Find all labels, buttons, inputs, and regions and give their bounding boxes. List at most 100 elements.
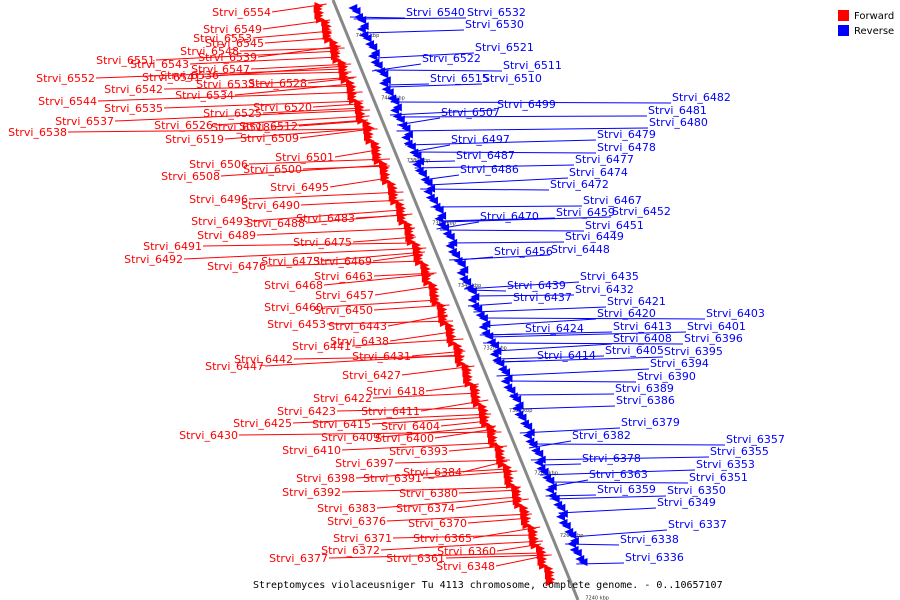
gene-label-strvi-6536[interactable]: Strvi_6536 bbox=[160, 69, 219, 82]
gene-label-strvi-6442[interactable]: Strvi_6442 bbox=[234, 353, 293, 366]
gene-label-strvi-6549[interactable]: Strvi_6549 bbox=[203, 23, 262, 36]
gene-label-strvi-6474[interactable]: Strvi_6474 bbox=[569, 166, 628, 179]
gene-label-strvi-6350[interactable]: Strvi_6350 bbox=[667, 484, 726, 497]
gene-label-strvi-6468[interactable]: Strvi_6468 bbox=[264, 279, 323, 292]
gene-label-strvi-6497[interactable]: Strvi_6497 bbox=[451, 133, 510, 146]
gene-label-strvi-6540[interactable]: Strvi_6540 bbox=[406, 6, 465, 19]
gene-label-strvi-6450[interactable]: Strvi_6450 bbox=[314, 304, 373, 317]
gene-label-strvi-6533[interactable]: Strvi_6533 bbox=[196, 78, 255, 91]
gene-label-strvi-6401[interactable]: Strvi_6401 bbox=[687, 320, 746, 333]
gene-label-strvi-6449[interactable]: Strvi_6449 bbox=[565, 230, 624, 243]
gene-label-strvi-6532[interactable]: Strvi_6532 bbox=[467, 6, 526, 19]
gene-label-strvi-6470[interactable]: Strvi_6470 bbox=[480, 210, 539, 223]
gene-label-strvi-6363[interactable]: Strvi_6363 bbox=[589, 468, 648, 481]
gene-label-strvi-6493[interactable]: Strvi_6493 bbox=[191, 215, 250, 228]
gene-label-strvi-6489[interactable]: Strvi_6489 bbox=[197, 229, 256, 242]
gene-label-strvi-6499[interactable]: Strvi_6499 bbox=[497, 98, 556, 111]
gene-label-strvi-6538[interactable]: Strvi_6538 bbox=[8, 126, 67, 139]
gene-label-strvi-6360[interactable]: Strvi_6360 bbox=[437, 545, 496, 558]
gene-label-strvi-6384[interactable]: Strvi_6384 bbox=[403, 466, 462, 479]
gene-label-strvi-6553[interactable]: Strvi_6553 bbox=[193, 32, 252, 45]
gene-label-strvi-6409[interactable]: Strvi_6409 bbox=[321, 431, 380, 444]
gene-label-strvi-6418[interactable]: Strvi_6418 bbox=[366, 385, 425, 398]
gene-label-strvi-6371[interactable]: Strvi_6371 bbox=[333, 532, 392, 545]
gene-label-strvi-6535[interactable]: Strvi_6535 bbox=[104, 102, 163, 115]
gene-label-strvi-6420[interactable]: Strvi_6420 bbox=[597, 307, 656, 320]
gene-label-strvi-6460[interactable]: Strvi_6460 bbox=[264, 301, 323, 314]
gene-label-strvi-6526[interactable]: Strvi_6526 bbox=[154, 119, 213, 132]
gene-label-strvi-6547[interactable]: Strvi_6547 bbox=[191, 63, 250, 76]
gene-label-strvi-6370[interactable]: Strvi_6370 bbox=[408, 517, 467, 530]
gene-label-strvi-6528[interactable]: Strvi_6528 bbox=[248, 77, 307, 90]
gene-label-strvi-6479[interactable]: Strvi_6479 bbox=[597, 128, 656, 141]
gene-label-strvi-6544[interactable]: Strvi_6544 bbox=[38, 95, 97, 108]
gene-label-strvi-6408[interactable]: Strvi_6408 bbox=[613, 332, 672, 345]
gene-label-strvi-6396[interactable]: Strvi_6396 bbox=[684, 332, 743, 345]
gene-label-strvi-6495[interactable]: Strvi_6495 bbox=[270, 181, 329, 194]
gene-label-strvi-6530[interactable]: Strvi_6530 bbox=[465, 18, 524, 31]
gene-label-strvi-6423[interactable]: Strvi_6423 bbox=[277, 405, 336, 418]
gene-label-strvi-6473[interactable]: Strvi_6473 bbox=[261, 255, 320, 268]
gene-label-strvi-6506[interactable]: Strvi_6506 bbox=[189, 158, 248, 171]
gene-label-strvi-6413[interactable]: Strvi_6413 bbox=[613, 320, 672, 333]
gene-label-strvi-6415[interactable]: Strvi_6415 bbox=[312, 418, 371, 431]
gene-label-strvi-6414[interactable]: Strvi_6414 bbox=[537, 349, 596, 362]
gene-label-strvi-6456[interactable]: Strvi_6456 bbox=[494, 245, 553, 258]
gene-label-strvi-6476[interactable]: Strvi_6476 bbox=[207, 260, 266, 273]
gene-label-strvi-6482[interactable]: Strvi_6482 bbox=[672, 91, 731, 104]
gene-label-strvi-6510[interactable]: Strvi_6510 bbox=[483, 72, 542, 85]
gene-label-strvi-6439[interactable]: Strvi_6439 bbox=[507, 279, 566, 292]
gene-label-strvi-6448[interactable]: Strvi_6448 bbox=[551, 243, 610, 256]
gene-label-strvi-6353[interactable]: Strvi_6353 bbox=[696, 458, 755, 471]
gene-label-strvi-6534[interactable]: Strvi_6534 bbox=[175, 89, 234, 102]
gene-label-strvi-6521[interactable]: Strvi_6521 bbox=[475, 41, 534, 54]
gene-label-strvi-6410[interactable]: Strvi_6410 bbox=[282, 444, 341, 457]
gene-label-strvi-6548[interactable]: Strvi_6548 bbox=[180, 45, 239, 58]
gene-label-strvi-6453[interactable]: Strvi_6453 bbox=[267, 318, 326, 331]
gene-label-strvi-6469[interactable]: Strvi_6469 bbox=[313, 255, 372, 268]
gene-label-strvi-6400[interactable]: Strvi_6400 bbox=[375, 432, 434, 445]
gene-label-strvi-6487[interactable]: Strvi_6487 bbox=[456, 149, 515, 162]
gene-label-strvi-6380[interactable]: Strvi_6380 bbox=[399, 487, 458, 500]
gene-label-strvi-6480[interactable]: Strvi_6480 bbox=[649, 116, 708, 129]
gene-label-strvi-6377[interactable]: Strvi_6377 bbox=[269, 552, 328, 565]
gene-label-strvi-6403[interactable]: Strvi_6403 bbox=[706, 307, 765, 320]
gene-label-strvi-6441[interactable]: Strvi_6441 bbox=[292, 340, 351, 353]
gene-label-strvi-6427[interactable]: Strvi_6427 bbox=[342, 369, 401, 382]
gene-label-strvi-6475[interactable]: Strvi_6475 bbox=[293, 236, 352, 249]
gene-label-strvi-6437[interactable]: Strvi_6437 bbox=[513, 291, 572, 304]
gene-label-strvi-6490[interactable]: Strvi_6490 bbox=[241, 199, 300, 212]
gene-label-strvi-6551[interactable]: Strvi_6551 bbox=[96, 54, 155, 67]
gene-label-strvi-6541[interactable]: Strvi_6541 bbox=[142, 71, 201, 84]
gene-label-strvi-6378[interactable]: Strvi_6378 bbox=[582, 452, 641, 465]
gene-label-strvi-6519[interactable]: Strvi_6519 bbox=[165, 133, 224, 146]
gene-label-strvi-6379[interactable]: Strvi_6379 bbox=[621, 416, 680, 429]
gene-label-strvi-6515[interactable]: Strvi_6515 bbox=[430, 72, 489, 85]
gene-label-strvi-6382[interactable]: Strvi_6382 bbox=[572, 429, 631, 442]
gene-label-strvi-6392[interactable]: Strvi_6392 bbox=[282, 486, 341, 499]
gene-label-strvi-6509[interactable]: Strvi_6509 bbox=[240, 132, 299, 145]
gene-label-strvi-6391[interactable]: Strvi_6391 bbox=[363, 472, 422, 485]
gene-label-strvi-6552[interactable]: Strvi_6552 bbox=[36, 72, 95, 85]
gene-label-strvi-6525[interactable]: Strvi_6525 bbox=[203, 107, 262, 120]
gene-label-strvi-6554[interactable]: Strvi_6554 bbox=[212, 6, 271, 19]
gene-label-strvi-6398[interactable]: Strvi_6398 bbox=[296, 472, 355, 485]
gene-label-strvi-6372[interactable]: Strvi_6372 bbox=[321, 544, 380, 557]
gene-label-strvi-6357[interactable]: Strvi_6357 bbox=[726, 433, 785, 446]
gene-label-strvi-6511[interactable]: Strvi_6511 bbox=[503, 59, 562, 72]
gene-label-strvi-6393[interactable]: Strvi_6393 bbox=[389, 445, 448, 458]
gene-label-strvi-6435[interactable]: Strvi_6435 bbox=[580, 270, 639, 283]
gene-label-strvi-6500[interactable]: Strvi_6500 bbox=[243, 163, 302, 176]
gene-label-strvi-6543[interactable]: Strvi_6543 bbox=[130, 58, 189, 71]
gene-label-strvi-6404[interactable]: Strvi_6404 bbox=[381, 420, 440, 433]
gene-label-strvi-6432[interactable]: Strvi_6432 bbox=[575, 283, 634, 296]
gene-label-strvi-6491[interactable]: Strvi_6491 bbox=[143, 240, 202, 253]
gene-label-strvi-6395[interactable]: Strvi_6395 bbox=[664, 345, 723, 358]
gene-label-strvi-6520[interactable]: Strvi_6520 bbox=[253, 101, 312, 114]
gene-label-strvi-6459[interactable]: Strvi_6459 bbox=[556, 206, 615, 219]
gene-label-strvi-6508[interactable]: Strvi_6508 bbox=[161, 170, 220, 183]
gene-label-strvi-6481[interactable]: Strvi_6481 bbox=[648, 104, 707, 117]
gene-label-strvi-6351[interactable]: Strvi_6351 bbox=[689, 471, 748, 484]
gene-label-strvi-6483[interactable]: Strvi_6483 bbox=[296, 212, 355, 225]
gene-label-strvi-6443[interactable]: Strvi_6443 bbox=[328, 320, 387, 333]
